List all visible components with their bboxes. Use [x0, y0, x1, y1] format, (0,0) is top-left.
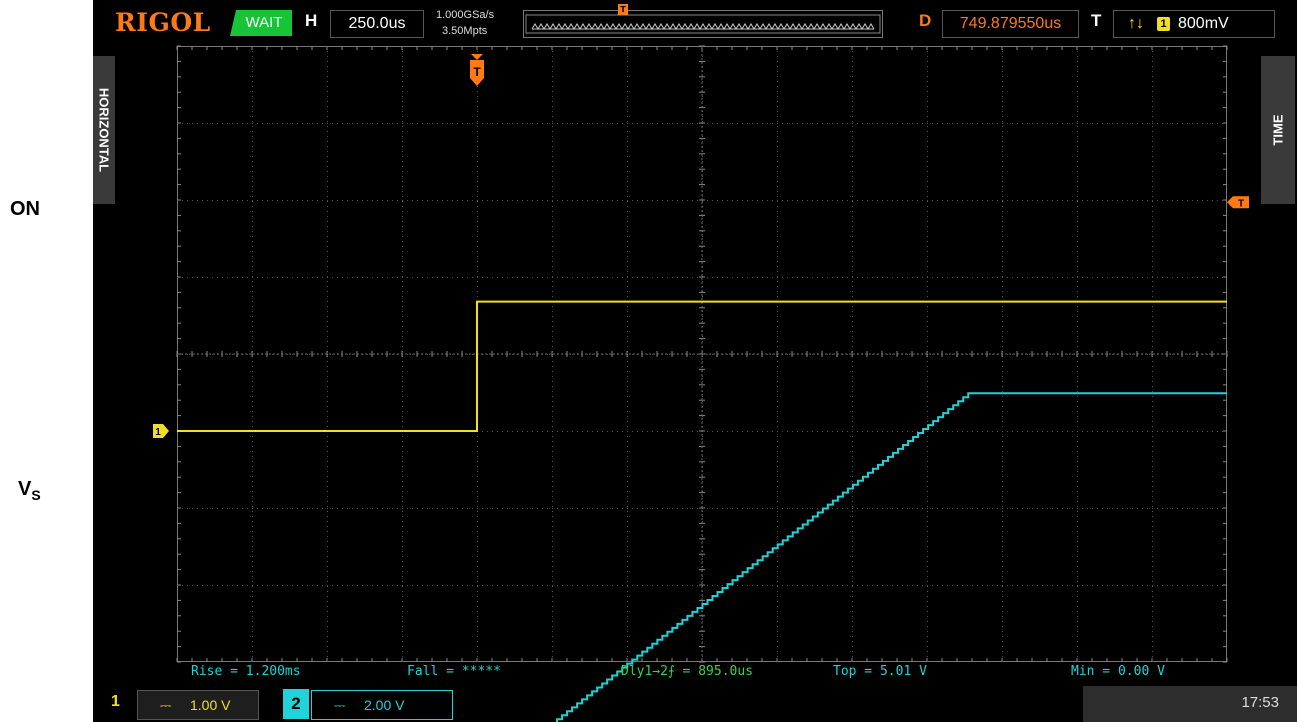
trigger-time-marker-icon[interactable]: T	[470, 54, 484, 86]
measurement-bar: Rise = 1.200ms Fall = ***** Dly1→2⨍ = 89…	[177, 661, 1227, 683]
ch1-scale-box[interactable]: ⎓ 1.00 V	[137, 690, 259, 720]
sample-rate: 1.000GSa/s	[436, 9, 495, 21]
horizontal-menu-tab[interactable]: HORIZONTAL	[93, 56, 115, 204]
clock: 17:53	[1241, 694, 1279, 711]
trigger-marker-pointer	[471, 54, 483, 60]
memory-waveform-preview	[525, 14, 881, 34]
measurement-rise[interactable]: Rise = 1.200ms	[191, 664, 301, 679]
trigger-slope-icon: ↑↓	[1128, 15, 1144, 32]
measurement-top[interactable]: Top = 5.01 V	[833, 664, 927, 679]
vs-subscript: S	[31, 487, 41, 503]
ch2-scale: 2.00 V	[364, 697, 405, 713]
time-tab-label: TIME	[1270, 114, 1286, 146]
measurement-fall[interactable]: Fall = *****	[407, 664, 501, 679]
horizontal-label: H	[305, 11, 318, 30]
ch1-number[interactable]: 1	[111, 693, 120, 710]
channel-markers: 12TT	[153, 54, 1249, 438]
ch1-trace	[177, 300, 1227, 432]
vs-signal-label: VS	[18, 478, 41, 503]
trigger-settings-display[interactable]: ↑↓ 1 800mV	[1113, 10, 1275, 38]
delay-label: D	[919, 11, 932, 30]
trigger-level-shape	[1227, 196, 1249, 209]
ch2-number[interactable]: 2	[283, 689, 309, 719]
trigger-level-marker-icon[interactable]: T	[1227, 196, 1249, 209]
ch2-scale-box[interactable]: ⎓ 2.00 V	[311, 690, 453, 720]
footer-status-panel	[1083, 686, 1297, 722]
brand-logo: RIGOL	[115, 8, 211, 37]
trigger-level-label: T	[1238, 198, 1244, 209]
run-status-badge[interactable]: WAIT	[230, 10, 292, 36]
channel-bar: 1 ⎓ 1.00 V 2 ⎓ 2.00 V 17:53	[93, 686, 1297, 722]
ch1-ground-marker[interactable]: 1	[153, 424, 169, 438]
ch1-scale: 1.00 V	[190, 697, 231, 713]
measurement-delay[interactable]: Dly1→2⨍ = 895.0us	[621, 664, 753, 679]
ch1-marker-label: 1	[155, 427, 161, 438]
dc-coupling-icon: ⎓	[160, 697, 172, 713]
waveform-screen: 1 2 T T	[153, 45, 1249, 722]
ch1-marker-shape	[153, 424, 169, 438]
on-signal-label: ON	[10, 198, 40, 220]
waveform-traces	[177, 300, 1227, 722]
oscilloscope-display: RIGOL WAIT H 250.0us 1.000GSa/s 3.50Mpts…	[93, 0, 1297, 722]
horizontal-tab-label: HORIZONTAL	[96, 87, 112, 173]
time-menu-tab[interactable]: TIME	[1261, 56, 1295, 204]
memory-overview: T	[523, 4, 883, 38]
trigger-label: T	[1091, 11, 1102, 30]
measurement-min[interactable]: Min = 0.00 V	[1071, 664, 1165, 679]
trigger-source-badge: 1	[1157, 17, 1170, 31]
acquisition-info: 1.000GSa/s 3.50Mpts	[436, 7, 494, 39]
horizontal-delay-display[interactable]: 749.879550us	[942, 10, 1079, 38]
trigger-position-marker-icon: T	[618, 4, 628, 15]
trigger-marker-shape	[470, 60, 484, 86]
trigger-marker-label: T	[473, 65, 481, 79]
ch2-trace	[556, 392, 1227, 722]
status-bar: RIGOL WAIT H 250.0us 1.000GSa/s 3.50Mpts…	[93, 0, 1297, 46]
timebase-display[interactable]: 250.0us	[330, 10, 424, 38]
graticule	[176, 45, 1228, 663]
memory-depth: 3.50Mpts	[442, 25, 488, 37]
trigger-level: 800mV	[1178, 15, 1229, 32]
dc-coupling-icon: ⎓	[334, 697, 346, 713]
vs-main-text: V	[18, 478, 32, 500]
